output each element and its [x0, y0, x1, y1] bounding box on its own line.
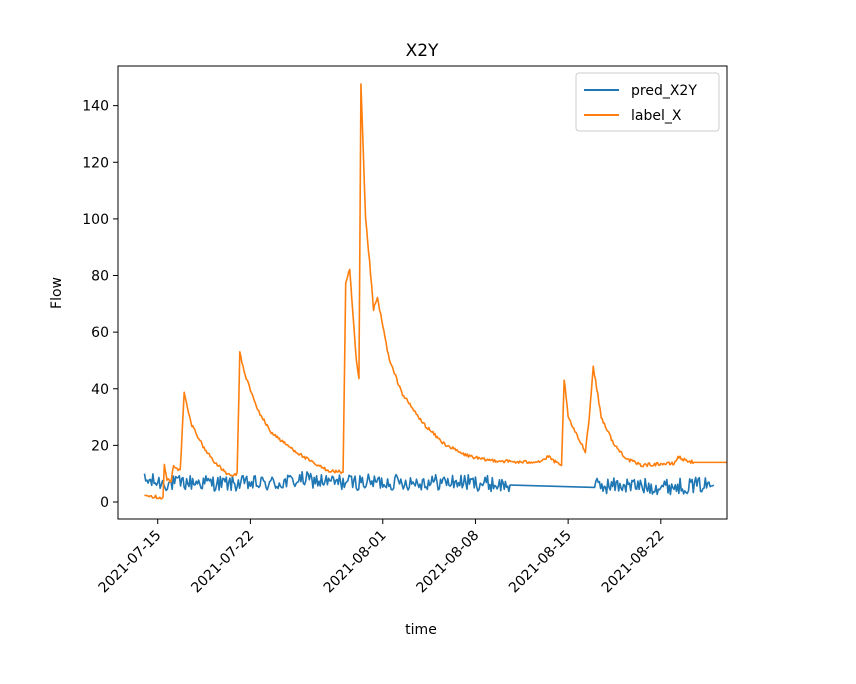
x-axis: 2021-07-15 2021-07-22 2021-08-01 2021-08-08…	[96, 519, 668, 596]
legend-box	[575, 72, 720, 132]
y-axis: 0 20 40 60 80 100 120 140	[82, 99, 118, 511]
y-tick-label: 0	[100, 495, 109, 511]
y-tick-label: 80	[91, 269, 109, 285]
y-tick-label: 40	[91, 382, 109, 398]
x-tick-label: 2021-08-08	[413, 528, 482, 597]
series-line-label-x	[144, 83, 727, 500]
y-tick-label: 140	[82, 99, 109, 115]
x-tick-label: 2021-08-22	[599, 528, 668, 597]
x-tick-label: 2021-08-01	[321, 528, 390, 597]
y-tick-label: 120	[82, 155, 109, 171]
x-tick-label: 2021-07-15	[96, 528, 165, 597]
series-line-pred-x2y	[143, 470, 715, 496]
chart-title: X2Y	[406, 41, 439, 61]
y-axis-label: Flow	[49, 277, 65, 309]
legend-label: pred_X2Y	[631, 83, 697, 99]
legend-label: label_X	[631, 108, 682, 124]
y-tick-label: 60	[91, 325, 109, 341]
plot-frame	[117, 65, 728, 520]
x-tick-label: 2021-07-22	[188, 528, 257, 597]
legend: pred_X2Y label_X	[575, 72, 720, 132]
y-tick-label: 100	[82, 212, 109, 228]
y-tick-label: 20	[91, 438, 109, 454]
plot-area	[143, 83, 727, 500]
x-tick-label: 2021-08-15	[506, 528, 575, 597]
x-axis-label: time	[405, 622, 437, 638]
